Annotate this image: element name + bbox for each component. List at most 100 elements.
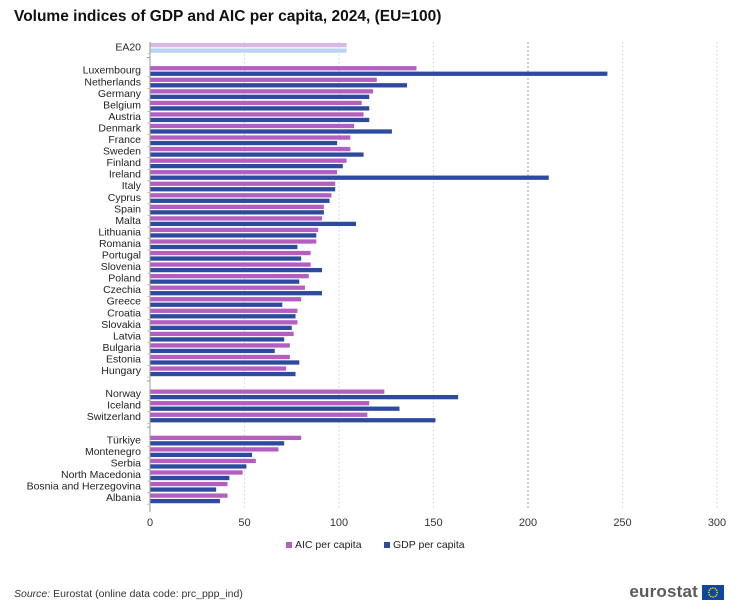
eu-flag-icon bbox=[702, 584, 724, 600]
bar-aic-malta bbox=[150, 216, 322, 221]
bar-aic-bulgaria bbox=[150, 343, 290, 348]
x-tick-label: 300 bbox=[708, 517, 726, 529]
category-label: Greece bbox=[107, 296, 142, 308]
source-text: Eurostat (online data code: prc_ppp_ind) bbox=[53, 588, 243, 600]
source-note: Source: Eurostat (online data code: prc_… bbox=[14, 588, 243, 600]
category-label: Serbia bbox=[111, 457, 142, 469]
bar-gdp-luxembourg bbox=[150, 71, 608, 76]
bar-aic-latvia bbox=[150, 331, 294, 337]
category-label: Estonia bbox=[106, 353, 141, 365]
bar-gdp-lithuania bbox=[150, 233, 317, 238]
bar-gdp-serbia bbox=[150, 464, 247, 469]
x-tick-label: 0 bbox=[147, 517, 153, 529]
bar-aic-norway bbox=[150, 389, 385, 394]
category-label: Bulgaria bbox=[102, 342, 141, 354]
bar-aic-netherlands bbox=[150, 77, 377, 82]
tick-labels: 0 50 100 150 200 250 300 bbox=[147, 517, 726, 529]
category-label: Bosnia and Herzegovina bbox=[27, 481, 142, 493]
legend-label-aic: AIC per capita bbox=[295, 539, 362, 551]
x-tick-label: 200 bbox=[519, 517, 537, 529]
category-labels: EA20LuxembourgNetherlandsGermanyBelgiumA… bbox=[27, 42, 142, 504]
bar-aic-switzerland bbox=[150, 412, 368, 417]
category-label: Albania bbox=[106, 492, 141, 504]
category-label: Italy bbox=[122, 180, 142, 192]
bar-gdp-montenegro bbox=[150, 452, 253, 458]
bar-aic-estonia bbox=[150, 354, 290, 360]
bar-aic-iceland bbox=[150, 401, 370, 406]
x-tick-label: 150 bbox=[424, 517, 442, 529]
category-label: Cyprus bbox=[108, 192, 141, 204]
bar-chart: EA20LuxembourgNetherlandsGermanyBelgiumA… bbox=[27, 42, 727, 551]
bar-aic-france bbox=[150, 135, 351, 140]
bar-aic-italy bbox=[150, 181, 336, 186]
bar-gdp-denmark bbox=[150, 129, 392, 134]
category-label: Slovenia bbox=[101, 261, 141, 273]
bar-gdp-greece bbox=[150, 302, 283, 307]
category-label: Luxembourg bbox=[83, 65, 142, 77]
bar-aic-slovenia bbox=[150, 262, 311, 267]
bar-gdp-cyprus bbox=[150, 198, 330, 203]
bar-aic-poland bbox=[150, 274, 309, 279]
category-label: Spain bbox=[114, 203, 141, 215]
category-label: Switzerland bbox=[87, 411, 141, 423]
bar-gdp-austria bbox=[150, 117, 370, 123]
bar-gdp-croatia bbox=[150, 314, 296, 319]
bar-gdp-albania bbox=[150, 498, 220, 504]
legend-label-gdp: GDP per capita bbox=[393, 539, 465, 551]
bar-aic-bosnia-and-herzegovina bbox=[150, 481, 228, 487]
bar-aic-denmark bbox=[150, 123, 355, 129]
category-label: Netherlands bbox=[84, 76, 141, 88]
bar-gdp-estonia bbox=[150, 360, 300, 365]
category-label: EA20 bbox=[115, 42, 141, 54]
category-label: Portugal bbox=[102, 250, 141, 262]
bar-gdp-latvia bbox=[150, 337, 285, 342]
chart-title: Volume indices of GDP and AIC per capita… bbox=[14, 8, 442, 25]
category-label: Finland bbox=[107, 157, 142, 169]
brand-wordmark: eurostat bbox=[629, 582, 698, 601]
category-label: Iceland bbox=[107, 400, 141, 412]
category-label: France bbox=[108, 134, 141, 146]
bar-gdp-bulgaria bbox=[150, 348, 275, 354]
bars bbox=[150, 43, 608, 504]
bar-aic-spain bbox=[150, 204, 324, 209]
bar-gdp-iceland bbox=[150, 406, 400, 411]
bar-gdp-norway bbox=[150, 395, 459, 400]
bar-gdp-netherlands bbox=[150, 83, 408, 88]
bar-gdp-finland bbox=[150, 164, 343, 169]
category-label: North Macedonia bbox=[61, 469, 141, 481]
bar-gdp-france bbox=[150, 140, 338, 146]
bar-gdp-romania bbox=[150, 244, 298, 250]
bar-aic-croatia bbox=[150, 308, 298, 313]
bar-gdp-belgium bbox=[150, 106, 370, 111]
category-label: Poland bbox=[108, 273, 141, 285]
bar-aic-finland bbox=[150, 158, 347, 163]
source-label: Source: bbox=[14, 588, 51, 600]
category-label: Hungary bbox=[101, 365, 141, 377]
bar-aic-slovakia bbox=[150, 320, 298, 325]
bar-gdp-portugal bbox=[150, 256, 302, 261]
bar-gdp-ireland bbox=[150, 175, 549, 180]
legend-swatch-aic bbox=[286, 542, 292, 548]
bar-aic-portugal bbox=[150, 250, 311, 256]
bar-gdp-poland bbox=[150, 279, 300, 284]
bar-gdp-ea20 bbox=[150, 48, 347, 53]
x-tick-label: 50 bbox=[238, 517, 250, 529]
bar-aic-serbia bbox=[150, 458, 256, 464]
category-label: Czechia bbox=[103, 284, 141, 296]
bar-aic-czechia bbox=[150, 285, 305, 290]
category-label: Türkiye bbox=[107, 434, 142, 446]
bar-aic-montenegro bbox=[150, 447, 279, 452]
bar-aic-ireland bbox=[150, 170, 338, 175]
bar-gdp-germany bbox=[150, 94, 370, 99]
bar-aic-austria bbox=[150, 112, 364, 117]
axes bbox=[147, 42, 151, 512]
category-label: Belgium bbox=[103, 99, 141, 111]
bar-gdp-switzerland bbox=[150, 418, 436, 423]
bar-aic-ea20 bbox=[150, 43, 347, 48]
category-label: Croatia bbox=[107, 307, 141, 319]
category-label: Sweden bbox=[103, 146, 141, 158]
x-tick-label: 250 bbox=[613, 517, 631, 529]
bar-aic-north-macedonia bbox=[150, 470, 243, 475]
bar-gdp-slovenia bbox=[150, 267, 322, 273]
bar-aic-germany bbox=[150, 89, 374, 94]
